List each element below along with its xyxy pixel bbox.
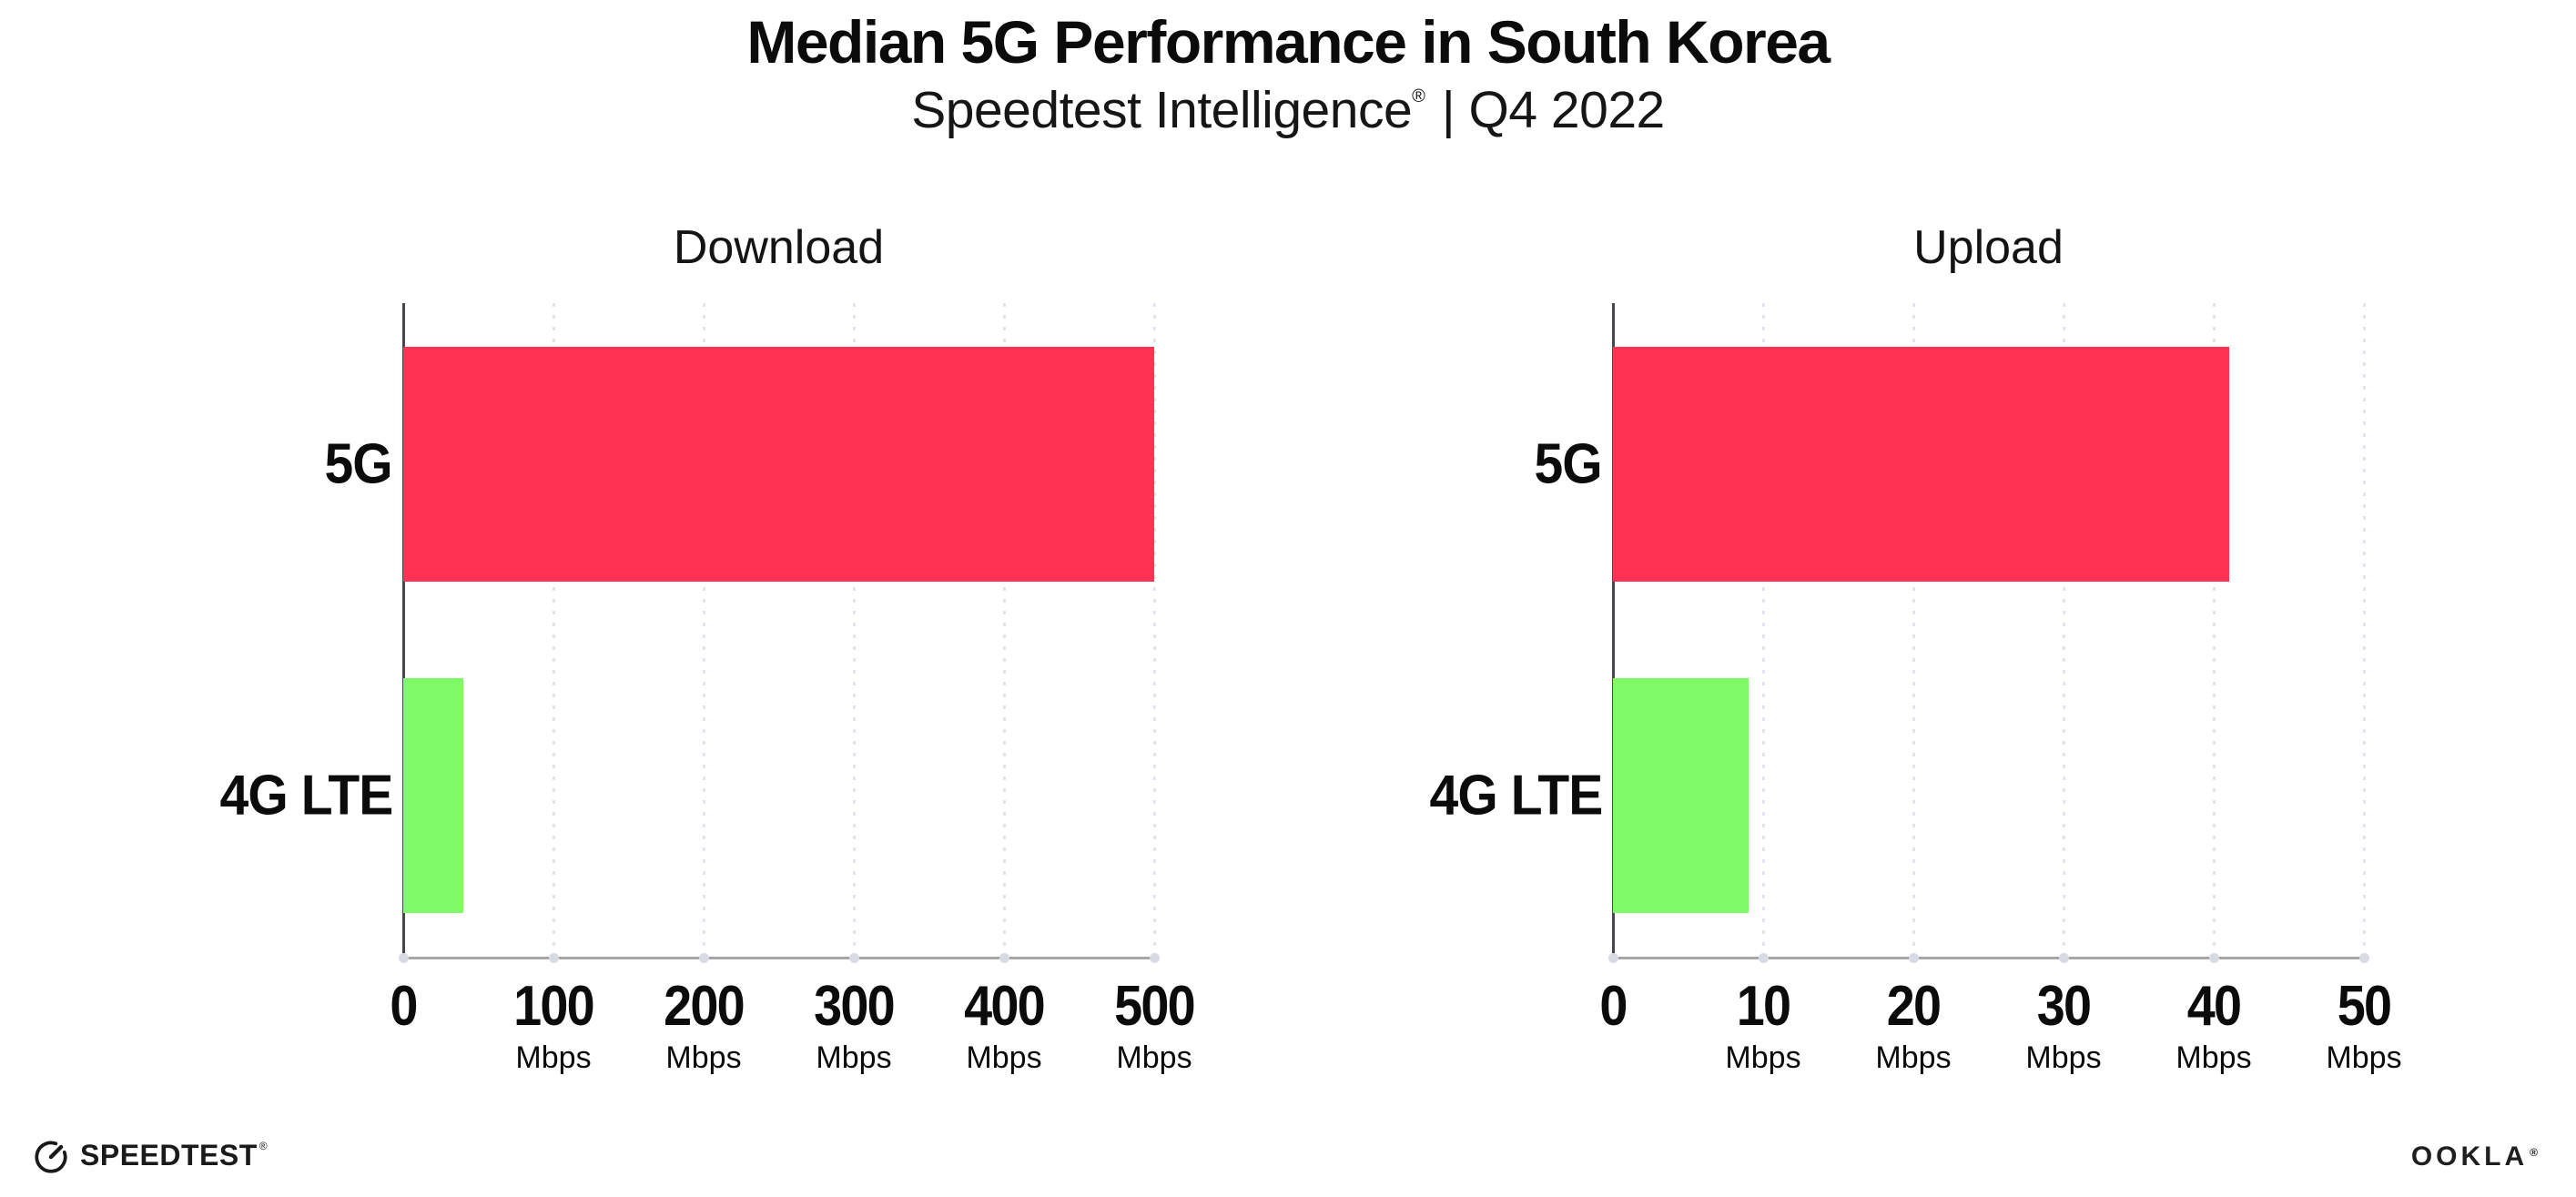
tick-unit-50-upload: Mbps <box>2326 1040 2402 1075</box>
subtitle-period: | Q4 2022 <box>1441 80 1665 139</box>
tick-label-30-upload: 30 Mbps <box>1963 975 2164 1075</box>
ookla-registered-symbol: ® <box>2530 1146 2541 1159</box>
axis-baseline-dot-100-download <box>548 953 559 963</box>
bar-4g-lte-download <box>403 678 463 913</box>
gridline-200-download <box>702 303 705 958</box>
download-x-axis-tick-labels: 0 100 Mbps 200 Mbps 300 Mbps 400 Mbps 500 Mbps <box>390 975 1195 1106</box>
tick-unit-500-download: Mbps <box>1116 1040 1192 1075</box>
category-label-4g-lte-upload: 4G LTE <box>1429 764 1603 827</box>
axis-baseline-dot-500-download <box>1149 953 1160 963</box>
speedtest-gauge-icon <box>35 1141 67 1173</box>
axis-baseline-dot-40-upload <box>2208 953 2219 963</box>
gridline-300-download <box>852 303 856 958</box>
bar-5g-download <box>403 347 1154 582</box>
tick-value-50-upload: 50 <box>2337 975 2392 1038</box>
category-label-5g-download: 5G <box>324 432 393 496</box>
tick-unit-400-download: Mbps <box>966 1040 1042 1075</box>
x-axis-line <box>402 957 1154 959</box>
tick-unit-20-upload: Mbps <box>1875 1040 1952 1075</box>
tick-unit-200-download: Mbps <box>665 1040 742 1075</box>
download-plot-area <box>398 303 1160 963</box>
upload-x-axis-tick-labels: 0 10 Mbps 20 Mbps 30 Mbps 40 Mbps 50 Mbps <box>1599 975 2401 1106</box>
ookla-logo: OOKLA ® <box>2411 1141 2541 1172</box>
tick-label-0-download: 0 <box>303 979 503 1035</box>
tick-unit-30-upload: Mbps <box>2025 1040 2102 1075</box>
axis-baseline-dot-0-upload <box>1607 953 1618 963</box>
gridline-50-upload <box>2362 303 2366 958</box>
tick-label-0-upload: 0 <box>1513 979 1713 1035</box>
bar-4g-lte-upload <box>1613 678 1749 913</box>
tick-label-300-download: 300 Mbps <box>754 975 954 1075</box>
speedtest-wordmark: SPEEDTEST <box>80 1138 258 1172</box>
subtitle-brand: Speedtest Intelligence <box>911 80 1413 139</box>
tick-value-200-download: 200 <box>664 975 745 1038</box>
download-chart: Download 5G 4G LTE 0 100 Mbps 200 Mbps 300 Mbps… <box>112 218 1259 1138</box>
gridline-400-download <box>1002 303 1006 958</box>
tick-label-10-upload: 10 Mbps <box>1663 975 1863 1075</box>
x-axis-line <box>1612 957 2364 959</box>
gridline-10-upload <box>1761 303 1765 958</box>
speedtest-logo: SPEEDTEST ® <box>30 1134 268 1176</box>
tick-label-50-upload: 50 Mbps <box>2264 975 2464 1075</box>
axis-baseline-dot-400-download <box>999 953 1009 963</box>
tick-unit-10-upload: Mbps <box>1725 1040 1801 1075</box>
speedtest-registered-symbol: ® <box>259 1140 268 1152</box>
axis-baseline-dot-10-upload <box>1758 953 1769 963</box>
download-category-axis: 5G 4G LTE <box>112 218 393 1138</box>
tick-unit-300-download: Mbps <box>816 1040 892 1075</box>
upload-category-axis: 5G 4G LTE <box>1322 218 1603 1138</box>
tick-label-100-download: 100 Mbps <box>453 975 654 1075</box>
tick-value-30-upload: 30 <box>2036 975 2092 1038</box>
tick-value-300-download: 300 <box>814 975 896 1038</box>
axis-baseline-dot-0-download <box>398 953 409 963</box>
axis-baseline-dot-300-download <box>848 953 859 963</box>
bar-5g-upload <box>1613 347 2229 582</box>
tick-value-20-upload: 20 <box>1886 975 1942 1038</box>
chart-title-download: Download <box>673 221 885 274</box>
ookla-wordmark: OOKLA <box>2410 1141 2529 1172</box>
axis-baseline-dot-20-upload <box>1908 953 1919 963</box>
category-label-5g-upload: 5G <box>1534 432 1603 496</box>
upload-chart: Upload 5G 4G LTE 0 10 Mbps 20 Mbps 30 Mbps 40 Mbp… <box>1322 218 2469 1138</box>
tick-value-40-upload: 40 <box>2186 975 2242 1038</box>
y-axis-line <box>1612 303 1615 958</box>
gridline-40-upload <box>2212 303 2216 958</box>
tick-label-500-download: 500 Mbps <box>1054 975 1254 1075</box>
tick-label-20-upload: 20 Mbps <box>1813 975 2013 1075</box>
tick-label-200-download: 200 Mbps <box>603 975 804 1075</box>
axis-baseline-dot-30-upload <box>2058 953 2069 963</box>
gridline-20-upload <box>1912 303 1915 958</box>
tick-value-0-download: 0 <box>390 975 418 1038</box>
header: Median 5G Performance in South Korea Spe… <box>0 9 2576 140</box>
tick-label-40-upload: 40 Mbps <box>2114 975 2314 1075</box>
tick-label-400-download: 400 Mbps <box>904 975 1104 1075</box>
tick-value-0-upload: 0 <box>1599 975 1628 1038</box>
y-axis-line <box>402 303 405 958</box>
gridline-100-download <box>552 303 555 958</box>
gridline-500-download <box>1152 303 1156 958</box>
tick-value-100-download: 100 <box>513 975 595 1038</box>
tick-unit-100-download: Mbps <box>515 1040 592 1075</box>
page-title: Median 5G Performance in South Korea <box>746 8 1831 76</box>
registered-trademark-symbol: ® <box>1412 86 1425 107</box>
gridline-30-upload <box>2062 303 2065 958</box>
tick-value-400-download: 400 <box>964 975 1046 1038</box>
tick-value-10-upload: 10 <box>1736 975 1791 1038</box>
axis-baseline-dot-200-download <box>698 953 709 963</box>
axis-baseline-dot-50-upload <box>2358 953 2369 963</box>
tick-value-500-download: 500 <box>1114 975 1196 1038</box>
upload-plot-area <box>1607 303 2369 963</box>
tick-unit-40-upload: Mbps <box>2175 1040 2252 1075</box>
page-subtitle: Speedtest Intelligence® | Q4 2022 <box>0 81 2576 141</box>
category-label-4g-lte-download: 4G LTE <box>219 764 393 827</box>
chart-title-upload: Upload <box>1913 221 2064 274</box>
